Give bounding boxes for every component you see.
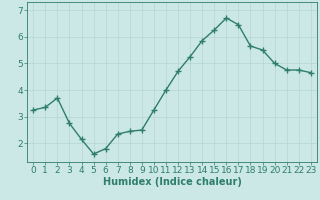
X-axis label: Humidex (Indice chaleur): Humidex (Indice chaleur)	[103, 177, 241, 187]
